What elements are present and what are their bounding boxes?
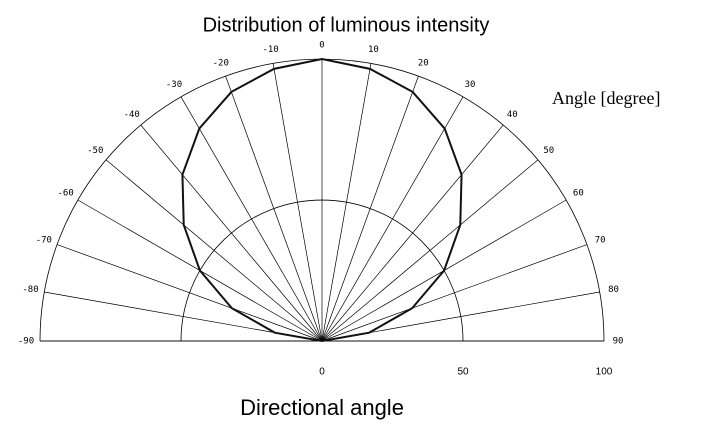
theta-tick-label: -50 xyxy=(87,146,103,156)
angle-axis-label: Angle [degree] xyxy=(552,88,660,108)
spoke xyxy=(140,124,323,342)
r-tick-label: 100 xyxy=(596,367,613,378)
spoke xyxy=(321,63,372,342)
spoke xyxy=(225,75,323,342)
spoke xyxy=(321,96,464,342)
radial-axis-label: Directional angle xyxy=(240,395,404,420)
theta-tick-label: -30 xyxy=(166,80,182,90)
theta-tick-label: -90 xyxy=(18,337,34,347)
r-tick-label: 50 xyxy=(457,367,469,378)
theta-tick-label: 70 xyxy=(595,235,606,245)
spoke xyxy=(105,159,323,342)
spoke xyxy=(272,63,323,342)
spoke xyxy=(321,124,504,342)
theta-tick-label: -80 xyxy=(22,285,38,295)
theta-tick-label: -70 xyxy=(36,235,52,245)
spoke xyxy=(321,244,588,342)
theta-tick-label: -20 xyxy=(213,58,229,68)
theta-tick-label: 0 xyxy=(319,41,324,51)
theta-tick-label: -10 xyxy=(262,45,278,55)
theta-tick-label: 90 xyxy=(613,337,624,347)
spoke xyxy=(180,96,323,342)
theta-tick-label: 60 xyxy=(573,189,584,199)
theta-tick-label: 30 xyxy=(465,80,476,90)
theta-tick-label: -40 xyxy=(124,110,140,120)
spoke xyxy=(321,159,539,342)
theta-tick-label: 10 xyxy=(368,45,379,55)
theta-tick-label: 20 xyxy=(418,58,429,68)
spoke xyxy=(56,244,323,342)
theta-tick-label: -60 xyxy=(58,189,74,199)
theta-tick-label: 50 xyxy=(543,146,554,156)
theta-tick-label: 80 xyxy=(608,285,619,295)
intensity-curve xyxy=(181,57,463,342)
r-tick-label: 0 xyxy=(319,367,325,378)
chart-title: Distribution of luminous intensity xyxy=(203,14,490,36)
theta-tick-label: 40 xyxy=(507,110,518,120)
spoke xyxy=(321,75,419,342)
